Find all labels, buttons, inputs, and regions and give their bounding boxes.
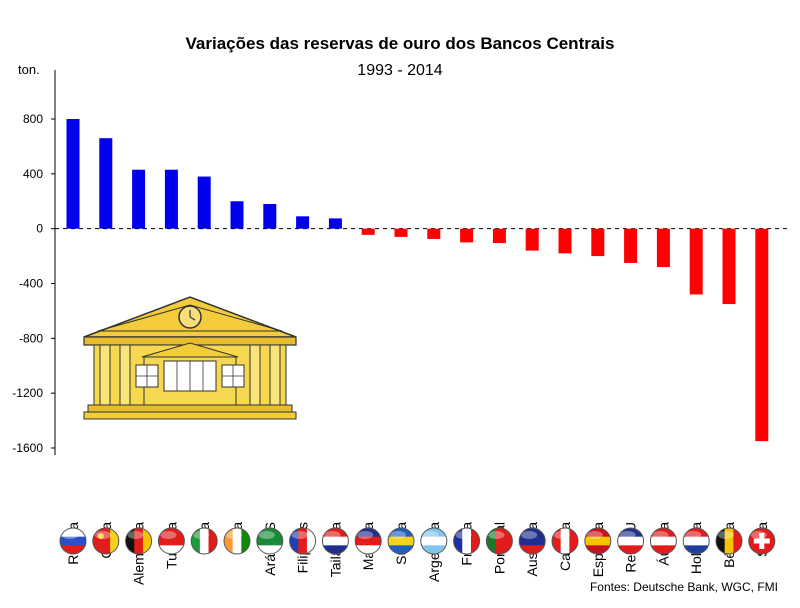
y-tick-label: 800 [23, 112, 43, 126]
sweden-flag-icon [387, 527, 415, 555]
bar-9 [328, 218, 342, 229]
bar-2 [99, 138, 113, 229]
y-axis-label: ton. [18, 62, 40, 77]
bar-5 [197, 176, 211, 229]
thailand-flag-icon [321, 527, 349, 555]
bar-10 [361, 228, 375, 235]
turkey-flag-icon [157, 527, 185, 555]
bar-18 [624, 228, 638, 263]
germany-flag-icon [125, 527, 153, 555]
china-flag-icon [92, 527, 120, 555]
bar-4 [164, 169, 178, 229]
argentina-flag-icon [420, 527, 448, 555]
france-flag-icon [453, 527, 481, 555]
bar-11 [394, 228, 408, 237]
canada-flag-icon [551, 527, 579, 555]
bars [66, 119, 769, 442]
bar-20 [689, 228, 703, 295]
bar-13 [460, 228, 474, 243]
australia-flag-icon [518, 527, 546, 555]
uk-flag-icon [617, 527, 645, 555]
bar-1 [66, 119, 80, 229]
bar-8 [296, 216, 310, 229]
y-tick-label: 0 [36, 222, 43, 236]
bar-21 [722, 228, 736, 305]
bar-17 [591, 228, 605, 257]
y-tick-label: -1200 [12, 386, 43, 400]
bar-22 [755, 228, 769, 442]
chart-title: Variações das reservas de ouro dos Banco… [185, 34, 615, 53]
chart-subtitle: 1993 - 2014 [357, 62, 443, 79]
switzerland-flag-icon [748, 527, 776, 555]
italy-flag-icon [190, 527, 218, 555]
flag-row [59, 527, 776, 555]
y-ticks: 800 400 0 -400 -800 -1200 -1600 [12, 112, 55, 455]
y-tick-label: -800 [19, 331, 43, 345]
bar-12 [427, 228, 441, 239]
belgium-flag-icon [715, 527, 743, 555]
y-tick-label: 400 [23, 167, 43, 181]
netherlands-flag-icon [682, 527, 710, 555]
y-tick-label: -400 [19, 277, 43, 291]
austria-flag-icon [649, 527, 677, 555]
russia-flag-icon [59, 527, 87, 555]
india-flag-icon [223, 527, 251, 555]
bar-15 [525, 228, 539, 251]
y-tick-label: -1600 [12, 441, 43, 455]
saudi-arabia-flag-icon [256, 527, 284, 555]
bar-16 [558, 228, 572, 254]
central-bank-building-icon [83, 296, 297, 420]
spain-flag-icon [584, 527, 612, 555]
bar-3 [132, 169, 146, 229]
bar-7 [263, 203, 277, 229]
source-note: Fontes: Deutsche Bank, WGC, FMI [589, 580, 778, 594]
philippines-flag-icon [289, 527, 317, 555]
portugal-flag-icon [485, 527, 513, 555]
bar-6 [230, 201, 244, 229]
bar-19 [656, 228, 670, 268]
bar-14 [492, 228, 506, 244]
malaysia-flag-icon [354, 527, 382, 555]
